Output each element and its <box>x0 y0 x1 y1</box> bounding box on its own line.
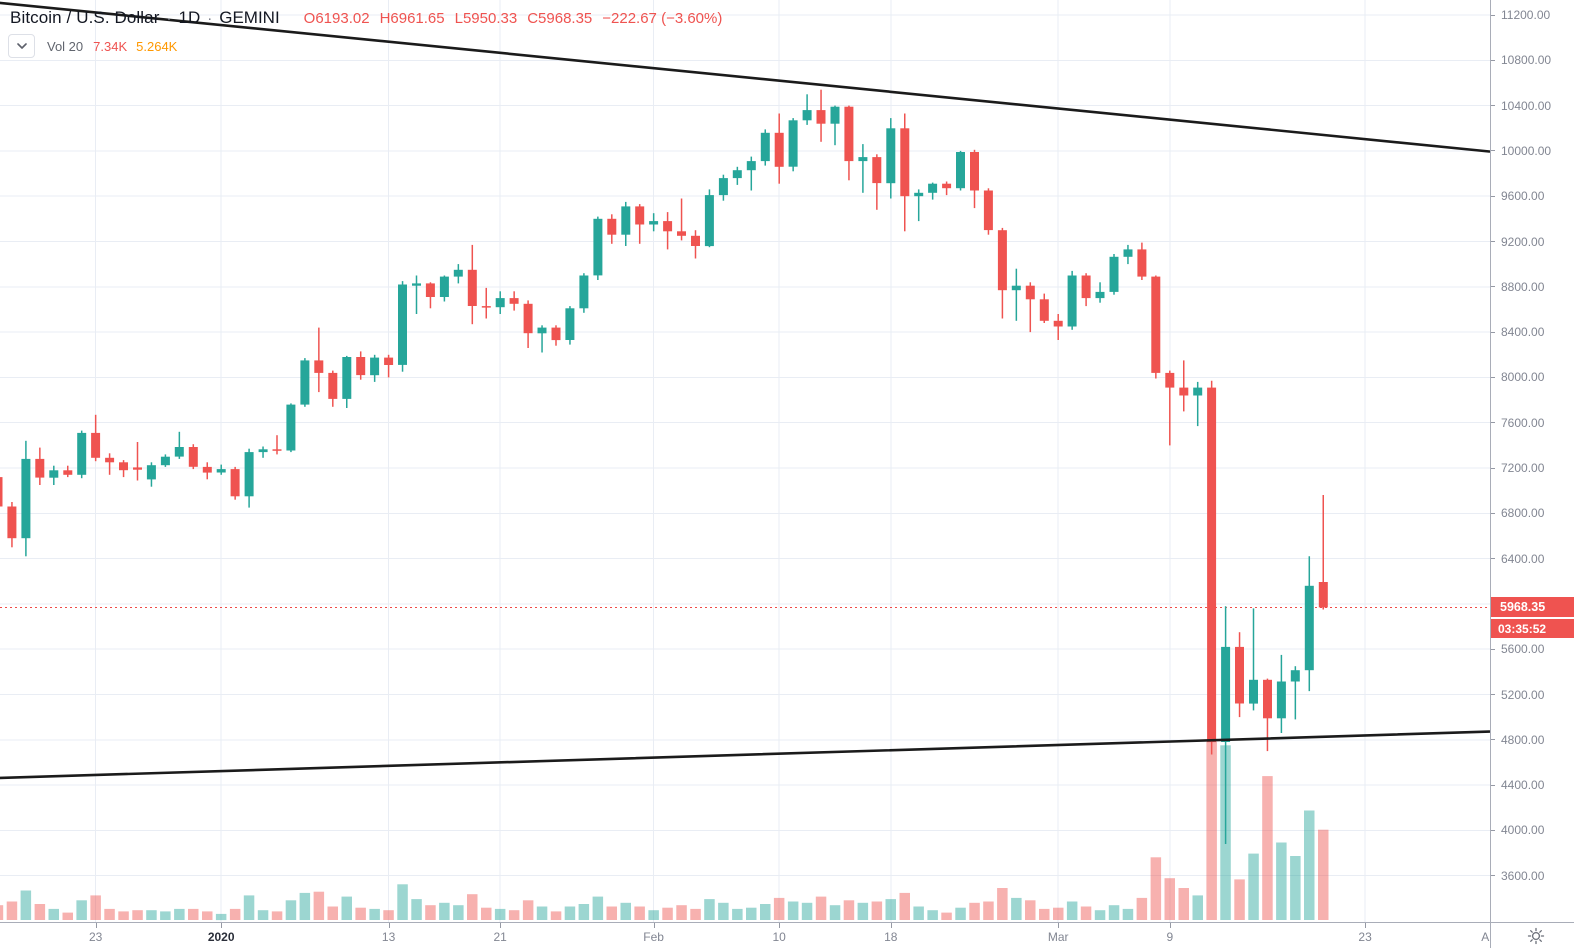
time-axis-label-21: 21 <box>493 930 507 944</box>
price-axis-tick <box>1491 648 1495 650</box>
time-axis[interactable]: 23 2020 13 21 Feb 10 18 Mar 9 23 Apr <box>0 922 1490 948</box>
gridlines <box>0 0 1490 922</box>
time-axis-label-18: 18 <box>884 930 898 944</box>
price-axis-label: 10400.00 <box>1501 98 1552 113</box>
price-axis-tick <box>1491 784 1495 786</box>
volume-current-value: 7.34K <box>93 38 128 54</box>
price-axis-tick <box>1491 422 1495 424</box>
price-axis-label: 11200.00 <box>1501 8 1551 22</box>
price-axis-tick <box>1491 875 1495 877</box>
gear-icon <box>1527 927 1545 945</box>
close-value: C5968.35 <box>527 10 593 27</box>
price-axis-label: 7600.00 <box>1501 415 1545 430</box>
time-axis-label-apr: Apr <box>1481 930 1490 944</box>
high-value: H6961.65 <box>379 10 445 27</box>
change-value: −222.67 (−3.60%) <box>602 10 723 27</box>
symbol-row: Bitcoin / U.S. Dollar · 1D · GEMINI O619… <box>10 8 722 28</box>
volume-ma-value: 5.264K <box>136 38 178 54</box>
price-axis-label: 8000.00 <box>1501 370 1545 385</box>
price-axis-label: 5600.00 <box>1501 642 1545 657</box>
chevron-down-icon <box>16 43 27 49</box>
time-axis-tick <box>1169 923 1171 928</box>
time-axis-label-23: 23 <box>88 930 103 944</box>
volume-bars <box>0 741 1329 921</box>
interval-label[interactable]: 1D <box>178 8 201 27</box>
price-axis-tick <box>1491 195 1495 197</box>
time-axis-label-13: 13 <box>381 930 396 944</box>
time-axis-tick <box>221 923 223 928</box>
time-axis-label-9: 9 <box>1166 930 1174 944</box>
separator-dot: · <box>207 10 213 27</box>
price-axis-tick <box>1491 376 1495 378</box>
time-axis-label-feb: Feb <box>643 930 664 944</box>
volume-indicator-row: Vol 20 7.34K 5.264K <box>8 34 722 58</box>
price-axis-tick <box>1491 241 1495 242</box>
price-axis-tick <box>1491 105 1495 107</box>
time-axis-tick <box>890 923 892 928</box>
price-axis-label: 8400.00 <box>1501 325 1545 340</box>
price-axis-tick <box>1491 467 1495 469</box>
price-axis-tick <box>1491 829 1495 831</box>
candle-countdown-tag: 03:35:52 <box>1491 619 1574 639</box>
price-axis[interactable]: 5968.35 03:35:52 11200.00 10800.00 10400.0… <box>1490 0 1574 922</box>
price-axis-tick <box>1491 739 1495 741</box>
axis-settings-button[interactable] <box>1527 927 1545 945</box>
price-axis-label: 9600.00 <box>1501 189 1545 204</box>
candlesticks <box>0 89 1328 844</box>
price-axis-label: 3600.00 <box>1501 868 1545 883</box>
price-axis-tick <box>1491 286 1495 288</box>
time-axis-label-10: 10 <box>772 930 786 944</box>
symbol-name[interactable]: Bitcoin / U.S. Dollar <box>10 8 160 27</box>
price-axis-label: 5200.00 <box>1501 687 1545 702</box>
time-axis-label-2020: 2020 <box>207 930 235 944</box>
trendline-lower-ascending[interactable] <box>0 730 1490 780</box>
price-axis-label: 7200.00 <box>1501 461 1545 475</box>
legend-collapse-button[interactable] <box>8 34 35 58</box>
ohlc-readout: O6193.02 H6961.65 L5950.33 C5968.35 −222.67 … <box>294 10 723 27</box>
axis-settings-corner <box>1490 922 1574 948</box>
price-axis-label: 6800.00 <box>1501 506 1545 521</box>
time-axis-tick <box>500 923 502 928</box>
trendline-upper-descending[interactable] <box>0 1 1490 153</box>
time-axis-tick <box>1058 923 1060 928</box>
price-axis-tick <box>1491 14 1495 16</box>
current-price-tag: 5968.35 <box>1491 597 1574 618</box>
time-axis-tick <box>95 923 97 928</box>
price-axis-label: 6400.00 <box>1501 551 1545 566</box>
time-axis-tick <box>1365 923 1367 928</box>
separator-dot: · <box>166 10 172 27</box>
price-axis-tick <box>1491 150 1495 152</box>
exchange-label: GEMINI <box>219 8 280 27</box>
volume-indicator-label[interactable]: Vol 20 <box>47 38 84 54</box>
time-axis-tick <box>388 923 390 928</box>
price-axis-label: 10000.00 <box>1501 143 1552 158</box>
price-axis-label: 8800.00 <box>1501 279 1545 294</box>
price-axis-label: 10800.00 <box>1501 53 1552 68</box>
time-axis-tick <box>779 923 781 928</box>
price-axis-label: 4000.00 <box>1501 823 1545 838</box>
countdown-value: 03:35:52 <box>1498 621 1547 636</box>
open-value: O6193.02 <box>303 10 370 27</box>
price-axis-tick <box>1491 59 1495 61</box>
price-axis-tick <box>1491 694 1495 695</box>
current-price-value: 5968.35 <box>1500 600 1546 615</box>
price-axis-label: 4400.00 <box>1501 778 1545 793</box>
candlestick-chart[interactable] <box>0 0 1490 922</box>
chart-legend: Bitcoin / U.S. Dollar · 1D · GEMINI O619… <box>8 8 722 58</box>
price-axis-label: 9200.00 <box>1501 234 1545 249</box>
price-axis-label: 4800.00 <box>1501 732 1545 747</box>
price-axis-tick <box>1491 558 1495 560</box>
low-value: L5950.33 <box>454 10 518 27</box>
time-axis-label-23: 23 <box>1358 930 1372 944</box>
time-axis-label-mar: Mar <box>1047 930 1069 944</box>
price-axis-tick <box>1491 512 1495 514</box>
time-axis-tick <box>653 923 655 928</box>
price-axis-tick <box>1491 331 1495 333</box>
chart-canvas[interactable]: Bitcoin / U.S. Dollar · 1D · GEMINI O619… <box>0 0 1490 922</box>
